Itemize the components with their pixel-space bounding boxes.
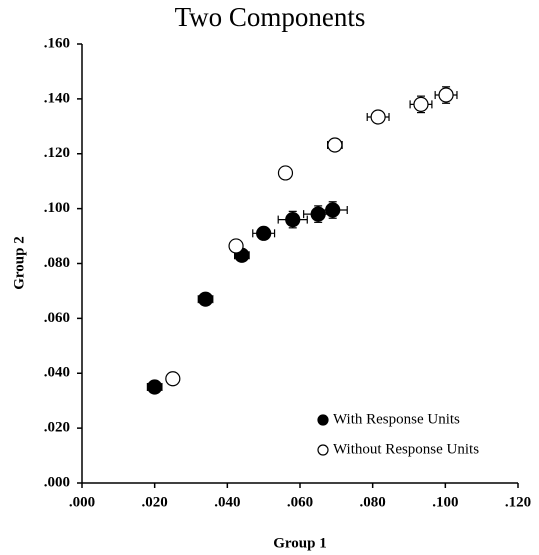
y-tick-label: .080: [44, 255, 70, 271]
y-axis-label: Group 2: [11, 236, 27, 290]
point: [438, 87, 454, 103]
y-tick-label: .040: [44, 365, 70, 381]
y-tick-label: .060: [44, 310, 70, 326]
legend-marker: [317, 414, 329, 426]
x-tick-label: .060: [287, 494, 313, 510]
x-axis-label: Group 1: [273, 535, 327, 551]
y-tick-label: .000: [44, 474, 70, 490]
x-tick-label: .120: [505, 494, 531, 510]
y-tick-label: .100: [44, 200, 70, 216]
point: [285, 212, 301, 228]
y-tick-label: .020: [44, 420, 70, 436]
x-tick-label: .040: [214, 494, 240, 510]
legend-marker: [317, 444, 329, 456]
point: [228, 238, 244, 254]
y-tick-label: .160: [44, 35, 70, 51]
legend-label: With Response Units: [333, 411, 460, 427]
point: [165, 371, 181, 387]
x-tick-label: .020: [142, 494, 168, 510]
point: [197, 291, 214, 307]
point: [325, 202, 341, 218]
y-tick-label: .120: [44, 145, 70, 161]
point: [413, 96, 429, 112]
x-tick-label: .100: [432, 494, 458, 510]
point: [147, 379, 163, 395]
point: [277, 165, 294, 181]
point: [370, 109, 386, 125]
point: [256, 225, 272, 241]
x-tick-label: .080: [360, 494, 386, 510]
legend-label: Without Response Units: [333, 441, 479, 457]
y-tick-label: .140: [44, 90, 70, 106]
point: [327, 137, 343, 153]
x-tick-label: .000: [69, 494, 95, 510]
chart-title: Two Components: [175, 2, 366, 32]
